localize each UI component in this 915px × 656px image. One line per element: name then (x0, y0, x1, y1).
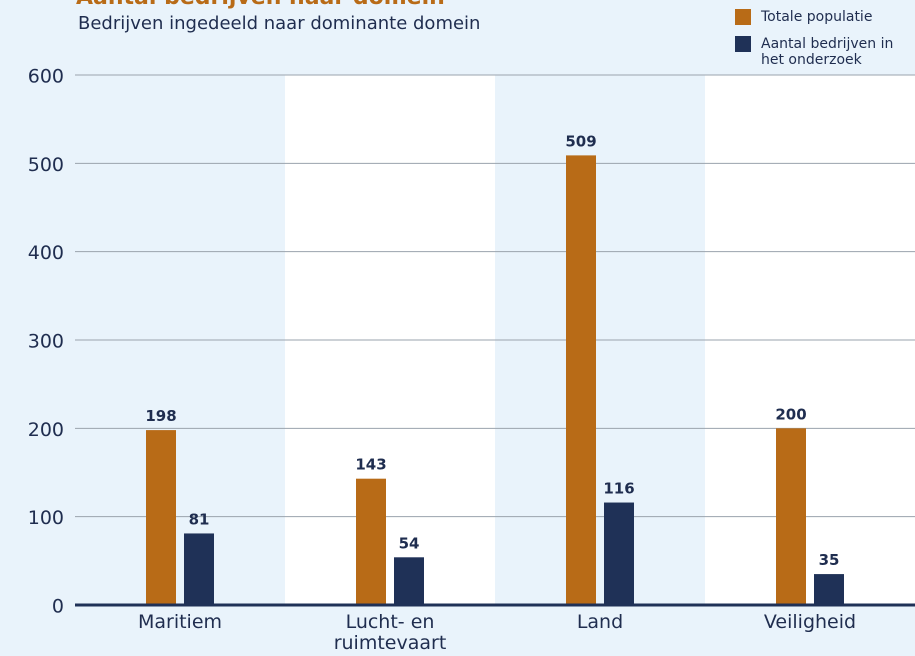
x-tick-label: Veiligheid (763, 611, 857, 633)
value-label: 81 (189, 510, 210, 528)
y-tick-label: 0 (52, 596, 64, 618)
y-tick-label: 400 (28, 242, 64, 264)
value-label: 198 (145, 407, 176, 425)
bar (776, 428, 806, 605)
x-tick-label: Maritiem (137, 611, 223, 633)
legend-swatch (735, 9, 751, 25)
y-tick-label: 500 (28, 154, 64, 176)
value-label: 35 (819, 551, 840, 569)
legend-label: Aantal bedrijven in het onderzoek (761, 36, 894, 68)
bar (394, 557, 424, 605)
y-tick-label: 200 (28, 419, 64, 441)
bar (604, 502, 634, 605)
y-tick-label: 600 (28, 66, 64, 88)
bar (184, 533, 214, 605)
value-label: 143 (355, 456, 386, 474)
bar (356, 478, 386, 605)
chart-subtitle: Bedrijven ingedeeld naar dominante domei… (78, 13, 481, 34)
x-tick-label: Lucht- en ruimtevaart (333, 611, 447, 654)
bar (146, 430, 176, 605)
value-label: 54 (399, 534, 420, 552)
value-label: 116 (603, 480, 634, 498)
legend-swatch (735, 36, 751, 52)
y-tick-label: 300 (28, 331, 64, 353)
bar (566, 155, 596, 605)
chart-title: Aantal bedrijven naar domein (76, 0, 445, 10)
value-label: 200 (775, 405, 806, 423)
value-label: 509 (565, 132, 596, 150)
y-tick-label: 100 (28, 507, 64, 529)
bar (814, 574, 844, 605)
legend-label: Totale populatie (761, 9, 873, 25)
x-tick-label: Land (576, 611, 624, 633)
